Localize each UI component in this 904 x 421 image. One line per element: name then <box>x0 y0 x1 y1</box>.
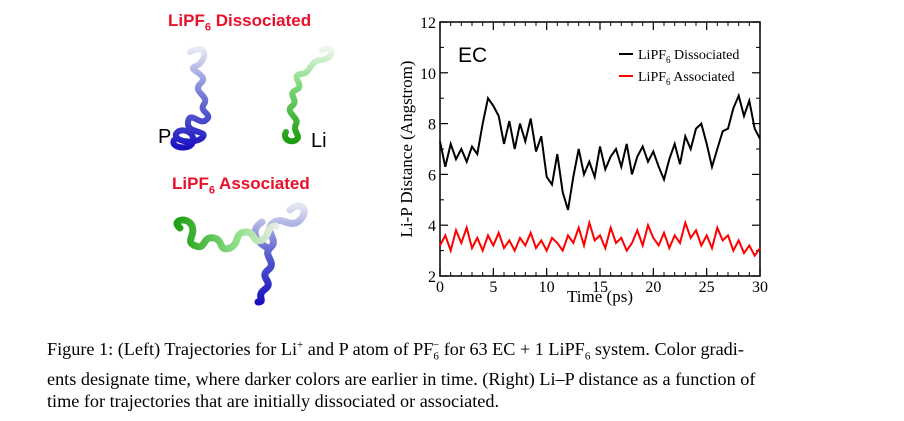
dissociated-title: LiPF6 Dissociated <box>168 11 312 34</box>
p-trajectory-dissociated <box>170 46 212 151</box>
x-tick-label: 5 <box>489 279 497 296</box>
figure-caption: Figure 1: (Left) Trajectories for Li+ an… <box>47 339 756 411</box>
li-trajectory-associated <box>173 216 280 253</box>
y-tick-label: 8 <box>428 117 436 134</box>
x-tick-label: 20 <box>645 279 661 296</box>
x-tick-label: 25 <box>699 279 715 296</box>
distance-chart: 0 5 10 15 20 25 30 2 4 6 8 10 12 EC LiPF6 Dissociat… <box>397 15 768 306</box>
y-tick-label: 4 <box>428 218 436 235</box>
trajectory-illustration <box>170 45 335 306</box>
legend: LiPF6 Dissociated LiPF6 Associated <box>619 48 739 87</box>
atom-label-li: Li <box>311 130 327 152</box>
legend-label-dissociated: LiPF6 Dissociated <box>638 48 739 65</box>
series-line-dissociated <box>439 92 761 211</box>
x-axis-label: Time (ps) <box>567 287 633 306</box>
y-tick-label: 12 <box>420 15 436 32</box>
x-tick-label: 15 <box>592 279 608 296</box>
x-tick-labels: 0 5 10 15 20 25 30 <box>436 279 768 296</box>
x-tick-label: 0 <box>436 279 444 296</box>
series-line-associated <box>439 218 761 258</box>
x-tick-label: 30 <box>752 279 768 296</box>
chart-annotation: EC <box>458 44 487 67</box>
y-tick-labels: 2 4 6 8 10 12 <box>420 15 436 286</box>
y-tick-label: 6 <box>428 167 436 184</box>
associated-title: LiPF6 Associated <box>172 174 310 197</box>
y-axis-label: Li-P Distance (Angstrom) <box>397 61 416 238</box>
atom-label-p: P <box>158 126 172 148</box>
p-trajectory-associated <box>251 202 308 306</box>
y-tick-label: 10 <box>420 66 436 83</box>
li-trajectory-dissociated <box>282 45 335 145</box>
legend-label-associated: LiPF6 Associated <box>638 70 735 87</box>
x-tick-label: 10 <box>539 279 555 296</box>
y-tick-label: 2 <box>428 269 436 286</box>
